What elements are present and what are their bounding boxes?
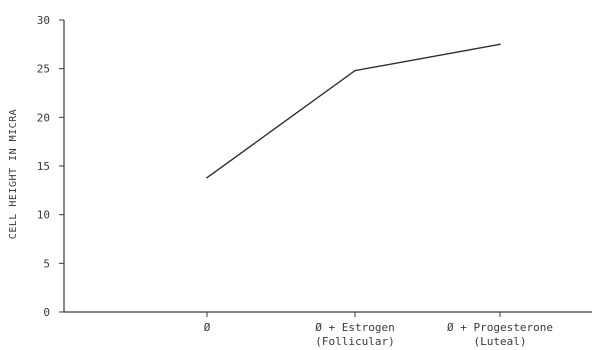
x-axis: Ø Ø + Estrogen (Follicular) Ø + Progesteron… — [64, 311, 592, 348]
x-tick-label: Ø + Progesterone (Luteal) — [447, 321, 553, 348]
data-point — [354, 69, 356, 72]
data-point — [206, 176, 208, 179]
x-tick-label: Ø — [204, 321, 211, 334]
data-point — [499, 43, 501, 46]
y-tick-label: 0 — [43, 306, 50, 319]
y-tick-label: 5 — [43, 257, 50, 270]
y-tick-label: 20 — [37, 111, 50, 124]
y-axis: 0 5 10 15 20 25 30 — [37, 14, 65, 319]
y-tick-label: 15 — [37, 160, 50, 173]
y-tick-label: 10 — [37, 209, 50, 222]
x-tick-label: Ø + Estrogen (Follicular) — [315, 321, 394, 348]
y-tick-label: 30 — [37, 14, 50, 27]
y-tick-label: 25 — [37, 63, 50, 76]
series-line — [206, 43, 501, 179]
y-axis-title: CELL HEIGHT IN MICRA — [8, 109, 19, 239]
series — [206, 43, 501, 179]
